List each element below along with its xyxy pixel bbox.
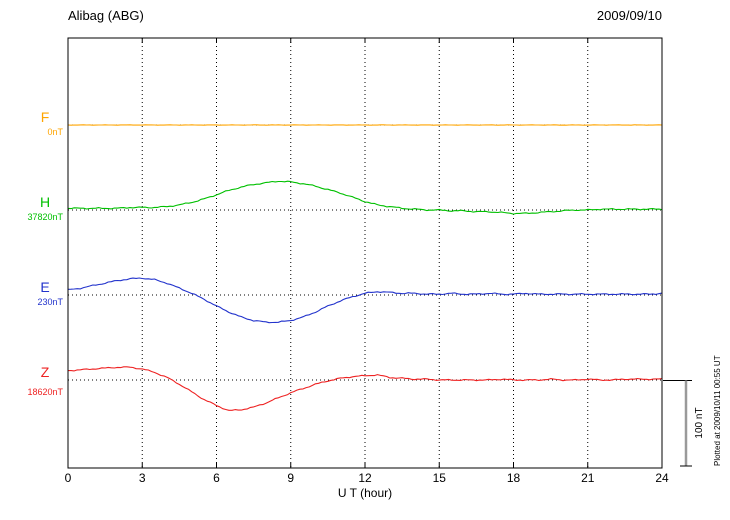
frame-layer: 0 3 6 9 12 15 18 21 24 [65,37,669,485]
x-tick-label: 9 [287,471,294,485]
x-tick-label: 6 [213,471,220,485]
baseline-value-E: 230nT [37,297,63,307]
trace-layer [67,124,663,411]
label-layer: F 0nT H 37820nT E 230nT Z 18620nT [27,109,63,397]
baseline-value-F: 0nT [47,127,63,137]
x-tick-label: 24 [655,471,669,485]
baseline-value-Z: 18620nT [27,387,63,397]
component-label-F: F [41,109,50,125]
x-tick-label: 0 [65,471,72,485]
trace-Z [68,366,663,411]
grid-layer [68,38,662,468]
plotted-at-footnote: Plotted at 2009/10/11 00:55 UT [713,355,722,466]
x-tick-label: 15 [433,471,447,485]
component-label-H: H [40,194,50,210]
component-label-E: E [40,279,49,295]
plot-date: 2009/09/10 [597,8,662,23]
x-tick-label: 3 [139,471,146,485]
trace-H [67,180,663,215]
x-axis-title: U T (hour) [338,486,392,500]
scale-bar [663,380,692,467]
x-tick-label: 21 [581,471,595,485]
station-title: Alibag (ABG) [68,8,144,23]
component-label-Z: Z [41,364,50,380]
scale-bar-label: 100 nT [694,407,705,438]
x-tick-label: 12 [358,471,372,485]
baseline-value-H: 37820nT [27,212,63,222]
x-tick-label: 18 [507,471,521,485]
plot-border [67,37,663,469]
trace-E [67,277,663,324]
